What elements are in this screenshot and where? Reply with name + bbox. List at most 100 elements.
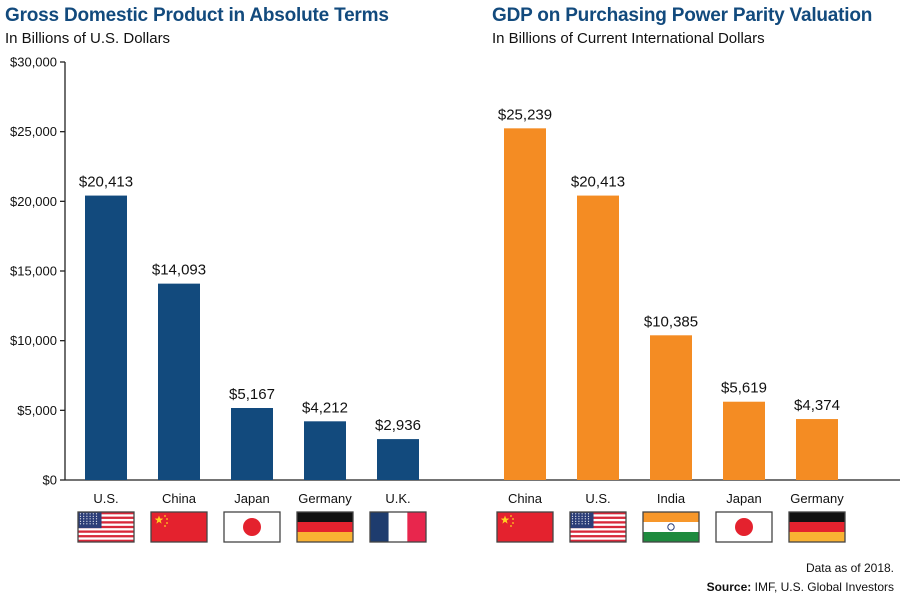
- flag-star: [95, 515, 98, 517]
- flag-stripe: [388, 512, 408, 542]
- x-tick-label: India: [657, 491, 686, 506]
- flag-star: [512, 518, 514, 520]
- flag-star: [79, 523, 82, 525]
- flag-cn-icon: [150, 511, 208, 543]
- data-label: $5,619: [721, 380, 767, 397]
- flag-stripe: [297, 512, 353, 522]
- flag-stripe: [570, 525, 626, 529]
- flag-chakra: [667, 523, 675, 531]
- flag-stripe: [789, 522, 845, 532]
- source-note: Source: IMF, U.S. Global Investors: [707, 580, 894, 594]
- flag-star: [584, 523, 586, 525]
- flag-star: [79, 518, 82, 520]
- x-tick-label: Germany: [298, 491, 352, 506]
- flag-border: [788, 511, 846, 543]
- flag-star: [79, 513, 82, 515]
- flag-star: [584, 520, 586, 522]
- flag-border: [77, 511, 135, 543]
- flag-star: [95, 523, 98, 525]
- flag-star: [89, 513, 91, 515]
- flag-star: [95, 520, 98, 522]
- flag-star: [86, 513, 88, 515]
- x-tick-label: Germany: [790, 491, 844, 506]
- flag-disc: [243, 518, 261, 536]
- y-tick-label: $5,000: [17, 403, 57, 418]
- data-label: $14,093: [152, 262, 206, 279]
- flag-stripe: [78, 512, 134, 515]
- flag-star: [86, 520, 88, 522]
- flag-border: [296, 511, 354, 543]
- flag-stripe: [570, 535, 626, 538]
- x-tick-label: Japan: [726, 491, 761, 506]
- flag-stripe: [789, 512, 845, 522]
- flag-star: [581, 520, 583, 522]
- x-tick-label: U.S.: [585, 491, 610, 506]
- flag-border: [496, 511, 554, 543]
- flag-stripe: [297, 532, 353, 542]
- flag-star: [571, 518, 574, 520]
- left-chart-subtitle: In Billions of U.S. Dollars: [5, 30, 171, 47]
- flag-star: [571, 523, 574, 525]
- source-label: Source:: [706, 580, 752, 594]
- data-label: $4,212: [302, 399, 348, 416]
- flag-star: [86, 515, 88, 517]
- flag-star: [89, 520, 91, 522]
- x-tick-label: Japan: [234, 491, 269, 506]
- flag-stripe: [78, 539, 134, 542]
- flag-stripe: [78, 516, 134, 519]
- data-label: $4,374: [794, 397, 840, 414]
- bar: [304, 421, 346, 480]
- y-tick-label: $30,000: [10, 55, 57, 70]
- flag-stripe: [407, 512, 426, 542]
- right-chart-subtitle: In Billions of Current International Dol…: [492, 30, 765, 47]
- bar: [377, 439, 419, 480]
- x-tick-label: U.S.: [93, 491, 118, 506]
- flag-star: [92, 515, 94, 517]
- flag-border: [150, 511, 208, 543]
- flag-border: [569, 511, 627, 543]
- flag-star: [578, 523, 580, 525]
- flag-star: [95, 518, 98, 520]
- bar: [723, 401, 765, 480]
- flag-de-icon: [296, 511, 354, 543]
- left-chart-title: Gross Domestic Product in Absolute Terms: [5, 5, 389, 26]
- flag-star: [578, 518, 580, 520]
- flag-stripe: [570, 521, 626, 524]
- flag-star: [587, 513, 590, 515]
- flag-star: [86, 523, 88, 525]
- flag-stripe: [570, 539, 626, 542]
- flag-star: [578, 520, 580, 522]
- y-tick-label: $10,000: [10, 333, 57, 348]
- source-text: IMF, U.S. Global Investors: [751, 580, 894, 594]
- flag-star: [164, 515, 166, 517]
- flag-star: [575, 518, 577, 520]
- x-tick-label: China: [162, 491, 197, 506]
- flag-star: [587, 523, 590, 525]
- flag-star: [575, 523, 577, 525]
- flag-jp-icon: [715, 511, 773, 543]
- flag-star: [510, 515, 512, 517]
- flag-stripe: [78, 530, 134, 533]
- flag-star: [95, 513, 98, 515]
- flag-cn-icon: [496, 511, 554, 543]
- flag-stripe: [643, 512, 699, 522]
- flag-border: [223, 511, 281, 543]
- flag-border: [369, 511, 427, 543]
- bar: [650, 335, 692, 480]
- flag-field: [497, 512, 553, 542]
- flag-stripe: [297, 522, 353, 532]
- flag-star: [584, 513, 586, 515]
- flag-star: [79, 520, 82, 522]
- flag-canton: [78, 512, 102, 529]
- flag-border: [642, 511, 700, 543]
- data-label: $25,239: [498, 106, 552, 123]
- flag-star: [89, 518, 91, 520]
- data-label: $5,167: [229, 386, 275, 403]
- flag-star: [166, 522, 168, 524]
- flag-star: [83, 518, 85, 520]
- bar: [796, 419, 838, 480]
- flag-star: [83, 523, 85, 525]
- flag-star: [587, 520, 590, 522]
- flag-star: [83, 520, 85, 522]
- flag-star: [83, 513, 85, 515]
